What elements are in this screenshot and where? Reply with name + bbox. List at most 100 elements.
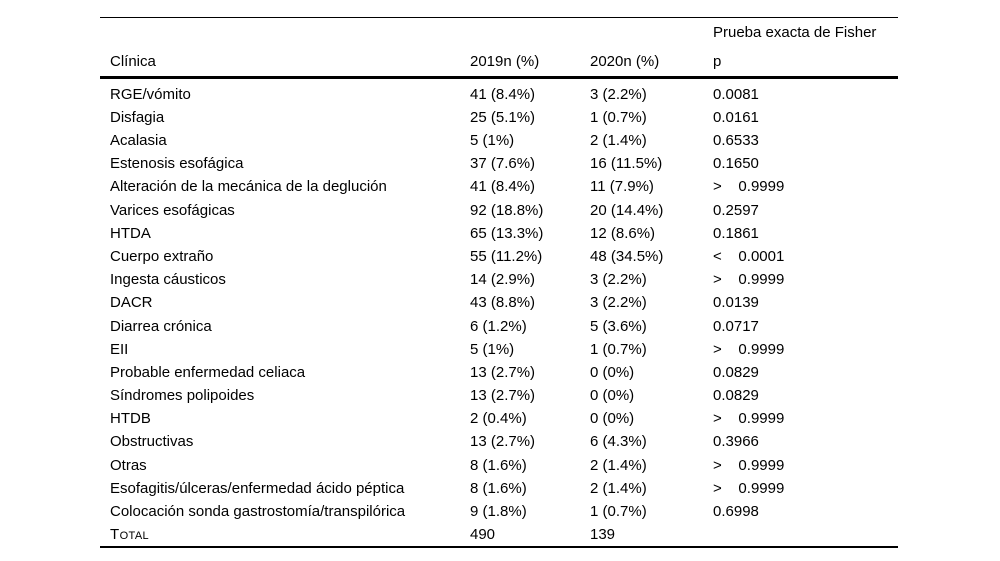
count-2019-cell: 14 (2.9%) bbox=[470, 271, 536, 289]
table-row: Colocación sonda gastrostomía/transpilór… bbox=[100, 500, 898, 523]
count-2020-cell: 0 (0%) bbox=[590, 410, 635, 428]
table-row: Cuerpo extraño 55 (11.2%) 48 (34.5%) < 0… bbox=[100, 245, 898, 268]
p-value-cell: 0.0717 bbox=[713, 317, 759, 335]
p-value-cell: 0.6533 bbox=[713, 132, 759, 150]
table-bottom-rule bbox=[100, 546, 898, 548]
count-2020-cell: 3 (2.2%) bbox=[590, 85, 647, 103]
table-row: Ingesta cáusticos 14 (2.9%) 3 (2.2%) > 0… bbox=[100, 268, 898, 291]
count-2020-cell: 1 (0.7%) bbox=[590, 340, 647, 358]
count-2020-cell: 6 (4.3%) bbox=[590, 433, 647, 451]
p-value-cell: 0.0829 bbox=[713, 387, 759, 405]
count-2020-cell: 3 (2.2%) bbox=[590, 271, 647, 289]
count-2019-cell: 5 (1%) bbox=[470, 340, 515, 358]
count-2019-cell: 13 (2.7%) bbox=[470, 387, 536, 405]
table-row: HTDA 65 (13.3%) 12 (8.6%) 0.1861 bbox=[100, 222, 898, 245]
p-value-cell: 0.0829 bbox=[713, 363, 759, 381]
table-row: DACR 43 (8.8%) 3 (2.2%) 0.0139 bbox=[100, 291, 898, 314]
column-header-clinica: Clínica bbox=[110, 53, 156, 71]
p-value-cell: > 0.9999 bbox=[713, 479, 785, 497]
count-2020-cell: 0 (0%) bbox=[590, 363, 635, 381]
table-row: RGE/vómito 41 (8.4%) 3 (2.2%) 0.0081 bbox=[100, 83, 898, 106]
p-value-cell: 0.2597 bbox=[713, 201, 759, 219]
count-2020-cell: 1 (0.7%) bbox=[590, 503, 647, 521]
clinica-cell: Cuerpo extraño bbox=[110, 247, 214, 265]
table-row: Total 490 139 bbox=[100, 523, 898, 546]
clinica-cell: EII bbox=[110, 340, 129, 358]
count-2020-cell: 5 (3.6%) bbox=[590, 317, 647, 335]
clinical-indications-table: Prueba exacta de Fisher Clínica 2019n (%… bbox=[100, 17, 898, 548]
p-value-cell: 0.6998 bbox=[713, 503, 759, 521]
count-2019-cell: 8 (1.6%) bbox=[470, 456, 527, 474]
table-row: Diarrea crónica 6 (1.2%) 5 (3.6%) 0.0717 bbox=[100, 314, 898, 337]
clinica-cell: Colocación sonda gastrostomía/transpilór… bbox=[110, 503, 406, 521]
table-row: Otras 8 (1.6%) 2 (1.4%) > 0.9999 bbox=[100, 454, 898, 477]
count-2019-cell: 55 (11.2%) bbox=[470, 247, 543, 265]
count-2019-cell: 9 (1.8%) bbox=[470, 503, 527, 521]
table-row: HTDB 2 (0.4%) 0 (0%) > 0.9999 bbox=[100, 407, 898, 430]
clinica-cell: Síndromes polipoides bbox=[110, 387, 255, 405]
count-2019-cell: 490 bbox=[470, 526, 496, 544]
p-value-cell: 0.1861 bbox=[713, 224, 759, 242]
count-2020-cell: 1 (0.7%) bbox=[590, 108, 647, 126]
table-row: Estenosis esofágica 37 (7.6%) 16 (11.5%)… bbox=[100, 152, 898, 175]
count-2020-cell: 48 (34.5%) bbox=[590, 247, 664, 265]
count-2019-cell: 8 (1.6%) bbox=[470, 479, 527, 497]
table-row: EII 5 (1%) 1 (0.7%) > 0.9999 bbox=[100, 338, 898, 361]
count-2019-cell: 43 (8.8%) bbox=[470, 294, 536, 312]
clinica-cell: Total bbox=[110, 526, 150, 544]
clinica-cell: Estenosis esofágica bbox=[110, 155, 244, 173]
clinica-cell: Esofagitis/úlceras/enfermedad ácido pépt… bbox=[110, 479, 405, 497]
count-2019-cell: 65 (13.3%) bbox=[470, 224, 544, 242]
count-2020-cell: 16 (11.5%) bbox=[590, 155, 663, 173]
count-2019-cell: 37 (7.6%) bbox=[470, 155, 536, 173]
table-row: Síndromes polipoides 13 (2.7%) 0 (0%) 0.… bbox=[100, 384, 898, 407]
count-2020-cell: 12 (8.6%) bbox=[590, 224, 656, 242]
clinica-cell: Disfagia bbox=[110, 108, 165, 126]
clinica-cell: Ingesta cáusticos bbox=[110, 271, 226, 289]
p-value-cell: 0.1650 bbox=[713, 155, 759, 173]
table-row: Acalasia 5 (1%) 2 (1.4%) 0.6533 bbox=[100, 129, 898, 152]
count-2019-cell: 41 (8.4%) bbox=[470, 178, 536, 196]
table-row: Disfagia 25 (5.1%) 1 (0.7%) 0.0161 bbox=[100, 106, 898, 129]
table-row: Varices esofágicas 92 (18.8%) 20 (14.4%)… bbox=[100, 199, 898, 222]
table-row: Esofagitis/úlceras/enfermedad ácido pépt… bbox=[100, 477, 898, 500]
count-2020-cell: 20 (14.4%) bbox=[590, 201, 664, 219]
count-2020-cell: 3 (2.2%) bbox=[590, 294, 647, 312]
table-body: RGE/vómito 41 (8.4%) 3 (2.2%) 0.0081 Dis… bbox=[100, 79, 898, 547]
table-header-row-1: Prueba exacta de Fisher bbox=[100, 18, 898, 47]
clinica-cell: Probable enfermedad celiaca bbox=[110, 363, 306, 381]
table-row: Obstructivas 13 (2.7%) 6 (4.3%) 0.3966 bbox=[100, 430, 898, 453]
table-row: Alteración de la mecánica de la deglució… bbox=[100, 175, 898, 198]
count-2020-cell: 2 (1.4%) bbox=[590, 132, 647, 150]
p-value-cell: 0.0139 bbox=[713, 294, 759, 312]
clinica-cell: DACR bbox=[110, 294, 153, 312]
column-header-2019: 2019n (%) bbox=[470, 53, 540, 71]
count-2019-cell: 5 (1%) bbox=[470, 132, 515, 150]
table-row: Probable enfermedad celiaca 13 (2.7%) 0 … bbox=[100, 361, 898, 384]
table-top-rule bbox=[100, 17, 898, 19]
clinica-cell: Acalasia bbox=[110, 132, 167, 150]
clinica-cell: Obstructivas bbox=[110, 433, 194, 451]
clinica-cell: Varices esofágicas bbox=[110, 201, 235, 219]
count-2019-cell: 2 (0.4%) bbox=[470, 410, 527, 428]
count-2020-cell: 11 (7.9%) bbox=[590, 178, 654, 196]
count-2020-cell: 2 (1.4%) bbox=[590, 456, 647, 474]
table-header-row-2: Clínica 2019n (%) 2020n (%) p bbox=[100, 47, 898, 76]
count-2019-cell: 13 (2.7%) bbox=[470, 363, 536, 381]
count-2019-cell: 41 (8.4%) bbox=[470, 85, 536, 103]
p-value-cell: < 0.0001 bbox=[713, 247, 785, 265]
clinica-cell: Alteración de la mecánica de la deglució… bbox=[110, 178, 387, 196]
clinica-cell: HTDB bbox=[110, 410, 151, 428]
column-header-p: p bbox=[713, 53, 722, 71]
clinica-cell: RGE/vómito bbox=[110, 85, 191, 103]
p-value-cell: 0.0081 bbox=[713, 85, 759, 103]
table-header-rule bbox=[100, 76, 898, 79]
count-2019-cell: 25 (5.1%) bbox=[470, 108, 536, 126]
count-2019-cell: 92 (18.8%) bbox=[470, 201, 544, 219]
clinica-cell: Diarrea crónica bbox=[110, 317, 212, 335]
clinica-cell: HTDA bbox=[110, 224, 151, 242]
p-value-cell: > 0.9999 bbox=[713, 271, 785, 289]
fisher-test-header: Prueba exacta de Fisher bbox=[713, 24, 877, 42]
p-value-cell: > 0.9999 bbox=[713, 456, 785, 474]
